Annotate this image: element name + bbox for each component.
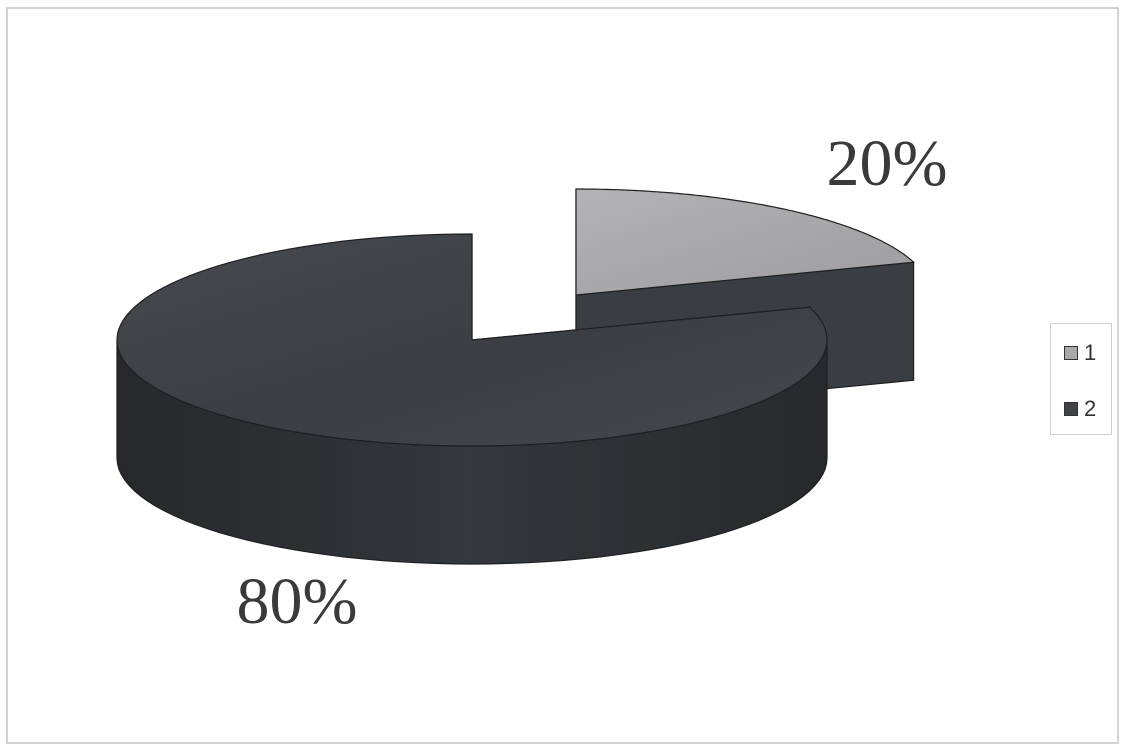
pie-slice-1-top — [575, 188, 916, 296]
legend: 1 2 — [1050, 323, 1112, 435]
data-label-2: 80% — [237, 565, 358, 638]
label-layer: 20% 80% — [237, 127, 948, 638]
legend-item-1: 1 — [1064, 340, 1096, 366]
pie-slice-2 — [116, 233, 828, 565]
legend-swatch-1 — [1064, 346, 1078, 360]
legend-swatch-2 — [1064, 402, 1078, 416]
legend-item-2: 2 — [1064, 396, 1096, 422]
data-label-1: 20% — [827, 127, 948, 200]
legend-label-2: 2 — [1084, 396, 1097, 421]
pie-layer — [116, 188, 916, 565]
legend-label-1: 1 — [1084, 340, 1097, 365]
pie-slice-2-top — [116, 233, 828, 447]
